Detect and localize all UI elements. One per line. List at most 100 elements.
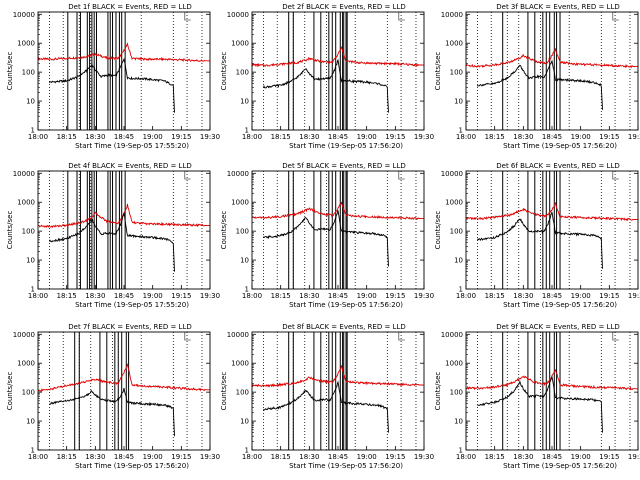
x-axis-label: Start Time (19-Sep-05 17:56:20) — [289, 462, 403, 470]
x-tick-label: 18:15 — [57, 453, 77, 461]
y-tick-label: 1000 — [231, 199, 249, 207]
x-tick-label: 19:00 — [143, 133, 163, 141]
events-series-line — [49, 212, 175, 272]
y-tick-label: 1 — [459, 447, 463, 455]
x-tick-label: 19:30 — [628, 453, 640, 461]
events-series-line — [263, 380, 389, 433]
detector-panel: Det 7f BLACK = Events, RED = LLD 1 10 100 10… — [6, 323, 220, 470]
y-tick-label: 10 — [454, 418, 463, 426]
top-marker — [612, 12, 619, 21]
y-axis-label: Counts/sec — [220, 211, 228, 250]
plot-area — [38, 12, 210, 130]
top-marker — [612, 332, 619, 341]
y-tick-label: 10000 — [227, 170, 249, 178]
y-tick-label: 10 — [26, 257, 35, 265]
events-series-line — [477, 375, 603, 433]
plot-frame — [465, 170, 639, 290]
top-marker — [398, 171, 405, 180]
y-tick-label: 1000 — [445, 40, 463, 48]
x-tick-label: 19:30 — [628, 292, 640, 300]
x-axis-label: Start Time (19-Sep-05 17:56:20) — [289, 301, 403, 309]
x-tick-label: 18:45 — [114, 292, 134, 300]
plot-area — [38, 332, 210, 450]
y-tick-label: 1 — [31, 447, 35, 455]
y-tick-label: 1000 — [445, 199, 463, 207]
y-tick-label: 100 — [22, 69, 35, 77]
x-tick-label: 19:30 — [414, 453, 434, 461]
plot-frame — [37, 170, 211, 290]
x-tick-label: 18:15 — [57, 292, 77, 300]
y-axis-label: Counts/sec — [434, 52, 442, 91]
y-axis-label: Counts/sec — [6, 52, 14, 91]
plot-frame — [465, 331, 639, 451]
x-axis-label: Start Time (19-Sep-05 17:55:20) — [75, 301, 189, 309]
x-tick-label: 18:15 — [485, 133, 505, 141]
lld-series-line — [466, 368, 638, 391]
panel-title: Det 6f BLACK = Events, RED = LLD — [496, 162, 619, 170]
top-marker — [184, 12, 191, 21]
x-tick-label: 18:00 — [242, 292, 262, 300]
y-tick-label: 1000 — [445, 360, 463, 368]
x-tick-label: 18:30 — [85, 292, 105, 300]
y-tick-label: 1 — [31, 286, 35, 294]
y-tick-label: 1 — [459, 127, 463, 135]
y-tick-label: 10000 — [227, 331, 249, 339]
lld-series-line — [252, 45, 424, 68]
x-tick-label: 19:30 — [414, 133, 434, 141]
x-tick-label: 18:45 — [114, 453, 134, 461]
panel-title: Det 1f BLACK = Events, RED = LLD — [68, 3, 191, 11]
y-tick-label: 1000 — [17, 40, 35, 48]
y-tick-label: 10 — [26, 418, 35, 426]
x-axis-label: Start Time (19-Sep-05 17:55:20) — [75, 142, 189, 150]
y-tick-label: 1000 — [17, 199, 35, 207]
top-marker — [398, 332, 405, 341]
x-tick-label: 19:00 — [357, 453, 377, 461]
x-tick-label: 19:00 — [143, 292, 163, 300]
detector-panel: Det 3f BLACK = Events, RED = LLD 1 10 100 10… — [434, 3, 640, 150]
lld-series-line — [252, 201, 424, 221]
panel-title: Det 2f BLACK = Events, RED = LLD — [282, 3, 405, 11]
x-tick-label: 18:00 — [28, 292, 48, 300]
x-tick-label: 19:30 — [200, 133, 220, 141]
plot-frame — [251, 331, 425, 451]
x-tick-label: 18:30 — [299, 133, 319, 141]
y-tick-label: 10000 — [441, 170, 463, 178]
events-series-line — [477, 212, 603, 269]
x-tick-label: 19:00 — [571, 453, 591, 461]
events-series-line — [477, 59, 603, 110]
x-axis-label: Start Time (19-Sep-05 17:56:20) — [503, 301, 617, 309]
top-marker — [398, 12, 405, 21]
panel-title: Det 3f BLACK = Events, RED = LLD — [496, 3, 619, 11]
x-tick-label: 18:45 — [328, 453, 348, 461]
x-tick-label: 18:00 — [242, 453, 262, 461]
y-tick-label: 100 — [236, 389, 249, 397]
x-tick-label: 18:30 — [85, 453, 105, 461]
lld-series-line — [38, 362, 210, 393]
y-tick-label: 100 — [236, 69, 249, 77]
y-tick-label: 10 — [454, 257, 463, 265]
plot-frame — [465, 11, 639, 131]
x-tick-label: 18:30 — [85, 133, 105, 141]
panel-title: Det 7f BLACK = Events, RED = LLD — [68, 323, 191, 331]
x-tick-label: 19:30 — [200, 453, 220, 461]
x-tick-label: 19:00 — [357, 292, 377, 300]
events-series-line — [49, 57, 175, 113]
y-tick-label: 10000 — [441, 11, 463, 19]
x-tick-label: 18:00 — [456, 453, 476, 461]
y-tick-label: 1 — [31, 127, 35, 135]
detector-panel: Det 9f BLACK = Events, RED = LLD 1 10 100 10… — [434, 323, 640, 470]
detector-panel: Det 2f BLACK = Events, RED = LLD 1 10 100 10… — [220, 3, 434, 150]
x-tick-label: 19:15 — [599, 133, 619, 141]
x-tick-label: 18:45 — [328, 133, 348, 141]
lld-series-line — [252, 365, 424, 388]
x-tick-label: 18:15 — [485, 453, 505, 461]
y-tick-label: 10000 — [13, 11, 35, 19]
panel-title: Det 5f BLACK = Events, RED = LLD — [282, 162, 405, 170]
x-tick-label: 18:00 — [456, 133, 476, 141]
plot-area — [38, 171, 210, 289]
x-tick-label: 18:30 — [513, 453, 533, 461]
y-tick-label: 100 — [450, 69, 463, 77]
plot-frame — [37, 331, 211, 451]
events-series-line — [263, 210, 389, 267]
top-marker — [184, 171, 191, 180]
